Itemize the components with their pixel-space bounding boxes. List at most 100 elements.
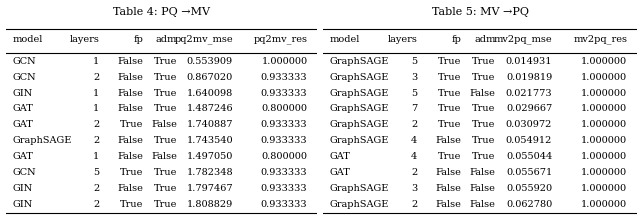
Text: 2: 2 (93, 120, 100, 129)
Text: 0.933333: 0.933333 (261, 168, 307, 177)
Text: 7: 7 (411, 105, 417, 113)
Text: 2: 2 (93, 136, 100, 145)
Text: 0.800000: 0.800000 (262, 152, 307, 161)
Text: True: True (154, 136, 177, 145)
Text: GAT: GAT (330, 152, 350, 161)
Text: mv2pq_mse: mv2pq_mse (493, 35, 552, 44)
Text: 1.000000: 1.000000 (581, 105, 627, 113)
Text: GraphSAGE: GraphSAGE (13, 136, 72, 145)
Text: 0.030972: 0.030972 (506, 120, 552, 129)
Text: True: True (120, 200, 143, 209)
Text: fp: fp (133, 35, 143, 44)
Text: 1.782348: 1.782348 (186, 168, 233, 177)
Text: 1: 1 (93, 105, 100, 113)
Text: True: True (154, 184, 177, 193)
Text: GraphSAGE: GraphSAGE (330, 136, 389, 145)
Text: 0.933333: 0.933333 (261, 200, 307, 209)
Text: 1.740887: 1.740887 (186, 120, 233, 129)
Text: 1.640098: 1.640098 (187, 89, 233, 97)
Text: False: False (470, 200, 495, 209)
Text: False: False (117, 89, 143, 97)
Text: False: False (117, 184, 143, 193)
Text: False: False (435, 168, 461, 177)
Text: 0.800000: 0.800000 (262, 105, 307, 113)
Text: adm: adm (156, 35, 177, 44)
Text: 5: 5 (93, 168, 100, 177)
Text: 1.000000: 1.000000 (581, 184, 627, 193)
Text: adm: adm (474, 35, 495, 44)
Text: 1.743540: 1.743540 (186, 136, 233, 145)
Text: GraphSAGE: GraphSAGE (330, 200, 389, 209)
Text: True: True (438, 73, 461, 82)
Text: 1.000000: 1.000000 (581, 200, 627, 209)
Text: 0.933333: 0.933333 (261, 120, 307, 129)
Text: 1: 1 (93, 89, 100, 97)
Text: True: True (438, 57, 461, 66)
Text: False: False (151, 120, 177, 129)
Text: True: True (472, 120, 495, 129)
Text: True: True (154, 89, 177, 97)
Text: False: False (435, 184, 461, 193)
Text: GraphSAGE: GraphSAGE (330, 89, 389, 97)
Text: True: True (472, 105, 495, 113)
Text: True: True (154, 57, 177, 66)
Text: True: True (438, 105, 461, 113)
Text: False: False (435, 136, 461, 145)
Text: False: False (470, 89, 495, 97)
Text: False: False (117, 105, 143, 113)
Text: 2: 2 (93, 200, 100, 209)
Text: True: True (438, 89, 461, 97)
Text: pq2mv_mse: pq2mv_mse (174, 35, 233, 44)
Text: 2: 2 (411, 200, 417, 209)
Text: 0.055044: 0.055044 (506, 152, 552, 161)
Text: False: False (117, 152, 143, 161)
Text: GAT: GAT (13, 105, 33, 113)
Text: GCN: GCN (13, 73, 36, 82)
Text: 1: 1 (93, 152, 100, 161)
Text: GCN: GCN (13, 168, 36, 177)
Text: True: True (472, 152, 495, 161)
Text: 0.933333: 0.933333 (261, 184, 307, 193)
Text: False: False (470, 168, 495, 177)
Text: GAT: GAT (330, 168, 350, 177)
Text: 2: 2 (411, 168, 417, 177)
Text: 1.000000: 1.000000 (581, 152, 627, 161)
Text: 1.808829: 1.808829 (187, 200, 233, 209)
Text: 0.062780: 0.062780 (506, 200, 552, 209)
Text: layers: layers (70, 35, 100, 44)
Text: 1.797467: 1.797467 (186, 184, 233, 193)
Text: 0.054912: 0.054912 (506, 136, 552, 145)
Text: True: True (154, 200, 177, 209)
Text: 0.867020: 0.867020 (187, 73, 233, 82)
Text: False: False (435, 200, 461, 209)
Text: 2: 2 (93, 184, 100, 193)
Text: 0.019819: 0.019819 (506, 73, 552, 82)
Text: 0.933333: 0.933333 (261, 73, 307, 82)
Text: 0.014931: 0.014931 (506, 57, 552, 66)
Text: 5: 5 (411, 57, 417, 66)
Text: 0.029667: 0.029667 (506, 105, 552, 113)
Text: True: True (472, 73, 495, 82)
Text: 1.000000: 1.000000 (581, 120, 627, 129)
Text: Table 5: MV →PQ: Table 5: MV →PQ (431, 7, 529, 16)
Text: 1.000000: 1.000000 (261, 57, 307, 66)
Text: GraphSAGE: GraphSAGE (330, 105, 389, 113)
Text: True: True (438, 120, 461, 129)
Text: False: False (151, 152, 177, 161)
Text: Table 4: PQ →MV: Table 4: PQ →MV (113, 7, 210, 16)
Text: False: False (117, 57, 143, 66)
Text: 1.000000: 1.000000 (581, 136, 627, 145)
Text: GCN: GCN (13, 57, 36, 66)
Text: 0.933333: 0.933333 (261, 89, 307, 97)
Text: 0.055920: 0.055920 (506, 184, 552, 193)
Text: True: True (438, 152, 461, 161)
Text: pq2mv_res: pq2mv_res (253, 35, 307, 44)
Text: 1.487246: 1.487246 (186, 105, 233, 113)
Text: 0.933333: 0.933333 (261, 136, 307, 145)
Text: 1.000000: 1.000000 (581, 168, 627, 177)
Text: 0.055671: 0.055671 (506, 168, 552, 177)
Text: GAT: GAT (13, 152, 33, 161)
Text: 4: 4 (411, 152, 417, 161)
Text: 5: 5 (411, 89, 417, 97)
Text: GraphSAGE: GraphSAGE (330, 184, 389, 193)
